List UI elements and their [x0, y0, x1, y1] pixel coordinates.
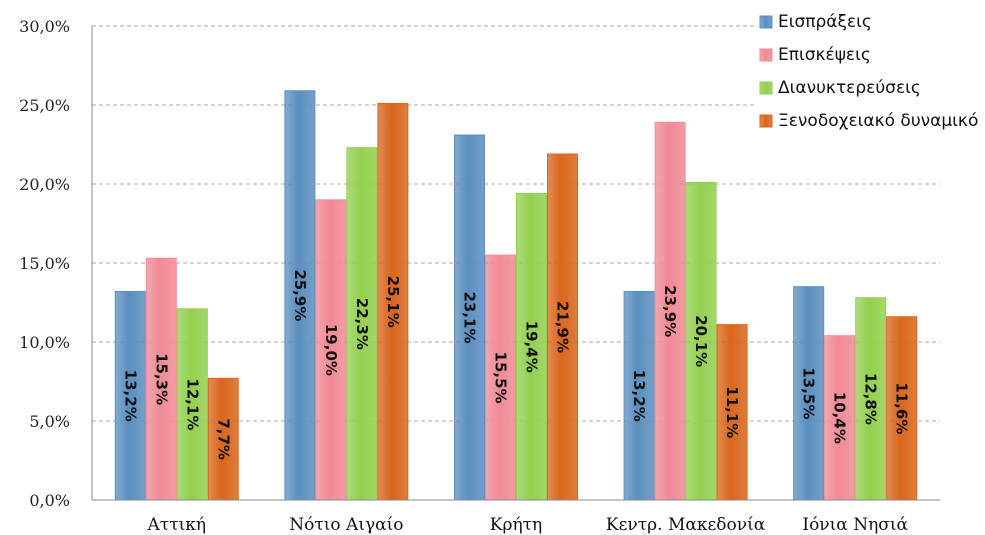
data-label: 15,3%	[152, 353, 170, 405]
legend-label: Εισπράξεις	[778, 12, 872, 32]
bar	[793, 286, 825, 501]
data-label: 15,5%	[492, 352, 510, 404]
data-label: 25,9%	[291, 269, 309, 321]
data-label: 25,1%	[384, 276, 402, 328]
bar	[685, 181, 717, 501]
data-label: 12,8%	[862, 373, 880, 425]
legend-label: Επισκέψεις	[778, 45, 871, 65]
data-label: 21,9%	[554, 301, 572, 353]
bar	[176, 308, 208, 501]
data-label: 11,1%	[723, 386, 741, 438]
bar	[824, 335, 856, 501]
legend-swatch	[759, 48, 773, 62]
bar	[886, 316, 918, 501]
data-label: 13,2%	[121, 370, 139, 422]
legend-swatch	[759, 81, 773, 95]
y-tick-label: 10,0%	[19, 333, 70, 352]
bar	[716, 324, 748, 501]
data-label: 20,1%	[692, 315, 710, 367]
legend-swatch	[759, 15, 773, 29]
x-tick-label: Κρήτη	[490, 515, 542, 535]
y-tick-label: 0,0%	[29, 491, 70, 510]
data-label: 13,2%	[630, 370, 648, 422]
legend-swatch	[759, 114, 773, 128]
bar	[547, 153, 578, 501]
bar	[114, 290, 146, 501]
bar	[284, 90, 316, 501]
y-tick-label: 20,0%	[19, 175, 70, 194]
data-label: 23,9%	[661, 285, 679, 337]
bars: 13,2% 15,3% 12,1% 7,7% 25,9% 19,0% 22,3% 25,1% 2…	[114, 90, 918, 501]
data-label: 12,1%	[183, 378, 201, 430]
y-tick-label: 25,0%	[19, 96, 70, 115]
legend-label: Διανυκτερεύσεις	[778, 78, 921, 98]
bar	[346, 147, 378, 501]
bar	[377, 102, 409, 501]
x-axis: Αττική Νότιο Αιγαίο Κρήτη Κεντρ. Μακεδονία Ι…	[92, 499, 940, 535]
x-tick-label: Ιόνια Νησιά	[802, 515, 908, 535]
bar	[485, 254, 516, 501]
y-axis: 0,0% 5,0% 10,0% 15,0% 20,0% 25,0% 30,0%	[19, 17, 93, 510]
bar	[855, 297, 887, 501]
data-label: 19,0%	[322, 324, 340, 376]
data-label: 7,7%	[214, 418, 232, 460]
data-label: 13,5%	[800, 367, 818, 419]
legend-background	[756, 10, 978, 142]
data-label: 10,4%	[831, 392, 849, 444]
data-label: 23,1%	[461, 291, 479, 343]
legend-label: Ξενοδοχειακό δυναμικό	[778, 111, 978, 131]
x-tick-label: Κεντρ. Μακεδονία	[606, 515, 766, 535]
y-tick-label: 30,0%	[19, 17, 70, 36]
bar	[516, 192, 547, 501]
data-label: 11,6%	[893, 382, 911, 434]
y-tick-label: 5,0%	[29, 412, 70, 431]
bar	[315, 199, 347, 501]
bar	[454, 134, 485, 501]
data-label: 19,4%	[523, 321, 541, 373]
y-tick-label: 15,0%	[19, 254, 70, 273]
x-tick-label: Νότιο Αιγαίο	[289, 515, 403, 535]
data-label: 22,3%	[353, 298, 371, 350]
bar	[623, 290, 655, 501]
x-tick-label: Αττική	[147, 515, 207, 535]
bar	[654, 121, 686, 501]
legend: Εισπράξεις Επισκέψεις Διανυκτερεύσεις Ξενοδ…	[756, 10, 978, 142]
bar	[207, 377, 239, 501]
